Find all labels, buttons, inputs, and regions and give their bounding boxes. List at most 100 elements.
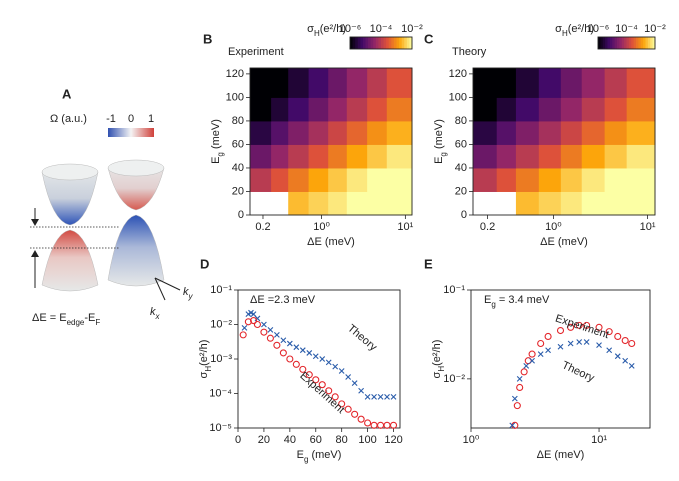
colorbar-segment	[365, 37, 369, 49]
colorbar-segment	[621, 37, 625, 49]
panel-letter: E	[424, 256, 433, 271]
plot-frame	[470, 289, 651, 429]
marker-x	[273, 331, 280, 338]
marker-x	[567, 340, 574, 347]
marker-o	[279, 349, 287, 357]
marker-x	[306, 350, 313, 356]
marker-o	[556, 326, 565, 335]
heatmap-cell	[581, 144, 606, 169]
heatmap-cell	[288, 191, 310, 216]
marker-o	[377, 421, 385, 429]
marker-o	[331, 393, 339, 401]
marker-x	[286, 340, 293, 347]
x-tick-label: 10⁰	[313, 221, 330, 233]
colorbar-segment	[401, 37, 405, 49]
heatmap-cell	[288, 167, 310, 192]
heatmap-cell	[386, 68, 413, 98]
heatmap-cell	[538, 144, 562, 169]
text-part: (meV)	[433, 119, 445, 152]
y-axis-label: σH(e²/h)	[431, 340, 446, 379]
y-tick-label: 60	[232, 138, 244, 150]
heatmap-cell	[367, 120, 388, 145]
colorbar-tick-label: 1	[148, 113, 154, 125]
colorbar-segment	[640, 37, 644, 49]
marker-x	[628, 362, 635, 369]
heatmap-cell	[288, 68, 310, 98]
heatmap-cell	[604, 144, 628, 169]
marker-o	[537, 339, 545, 348]
plot-frame	[237, 289, 401, 429]
colorbar-segment	[614, 37, 618, 49]
colorbar-tick-label: 10⁻⁴	[370, 23, 393, 35]
text-part: (meV)	[210, 119, 222, 152]
heatmap-cell	[346, 191, 368, 216]
colorbar-segment	[391, 37, 395, 49]
colorbar-tick-label: 10⁻²	[644, 23, 666, 35]
y-tick-label: 10⁻³	[210, 353, 232, 365]
colorbar-segment	[633, 37, 637, 49]
text-part: F	[95, 318, 100, 327]
marker-x	[511, 395, 518, 402]
heatmap-cell	[626, 68, 656, 98]
colorbar-segment	[647, 37, 651, 49]
x-tick-label: 60	[310, 434, 322, 446]
marker-o	[244, 318, 252, 326]
colorbar-segment	[602, 37, 606, 49]
subtitle: Experiment	[228, 46, 284, 58]
marker-o	[344, 405, 352, 413]
marker-x	[583, 339, 590, 345]
marker-o	[338, 400, 346, 408]
x-axis-label: Eg (meV)	[297, 449, 342, 464]
x-tick-label: 100	[358, 434, 376, 446]
y-tick-label: 0	[461, 209, 467, 221]
heatmap-cell	[626, 97, 656, 122]
text-part: σ	[555, 23, 562, 35]
colorbar-segment	[383, 37, 387, 49]
text-part: E	[484, 294, 491, 306]
x-tick-label: 40	[284, 434, 296, 446]
colorbar-tick-label: 10⁻²	[401, 23, 423, 35]
heatmap-cell	[308, 68, 329, 98]
heatmap-cell	[515, 144, 540, 169]
heatmap-cell	[496, 97, 517, 122]
heatmap-cell	[250, 68, 272, 98]
y-tick-label: 20	[232, 185, 244, 197]
marker-x	[267, 326, 274, 333]
heatmap-cell	[367, 144, 388, 169]
heatmap-cell	[604, 191, 628, 216]
colorbar-segment	[409, 37, 413, 49]
axis-label-kx: kx	[150, 306, 161, 321]
heatmap-cell	[473, 68, 498, 98]
heatmap-cell	[328, 120, 348, 145]
x-tick-label: 20	[258, 434, 270, 446]
x-tick-label: 10⁰	[463, 434, 480, 446]
marker-x	[338, 368, 345, 374]
heatmap-cell	[308, 167, 329, 192]
colorbar-segment	[360, 37, 364, 49]
colorbar-segment	[607, 37, 611, 49]
x-tick-label: 0.2	[255, 221, 270, 233]
x-tick-label: 10⁰	[545, 221, 562, 233]
heatmap-cell	[386, 191, 413, 216]
marker-o	[325, 387, 333, 395]
colorbar-segment	[643, 37, 646, 49]
heatmap-cell	[560, 68, 583, 98]
text-part: -E	[84, 312, 95, 324]
marker-o	[383, 421, 391, 429]
heatmap-cell	[515, 191, 540, 216]
heatmap-cell	[346, 144, 368, 169]
panel-letter: C	[424, 31, 434, 46]
colorbar-tick-label: -1	[106, 113, 116, 125]
plot-frame	[249, 67, 413, 216]
marker-x	[557, 343, 564, 350]
marker-o	[299, 365, 307, 373]
colorbar-segment	[619, 37, 623, 49]
marker-o	[621, 336, 629, 345]
marker-o	[628, 339, 636, 348]
series-label: Experiment	[554, 313, 611, 342]
marker-o	[364, 419, 372, 427]
y-tick-label: 40	[232, 162, 244, 174]
y-tick-label: 10⁻²	[443, 373, 465, 385]
x-axis-label: ΔE (meV)	[307, 236, 355, 248]
